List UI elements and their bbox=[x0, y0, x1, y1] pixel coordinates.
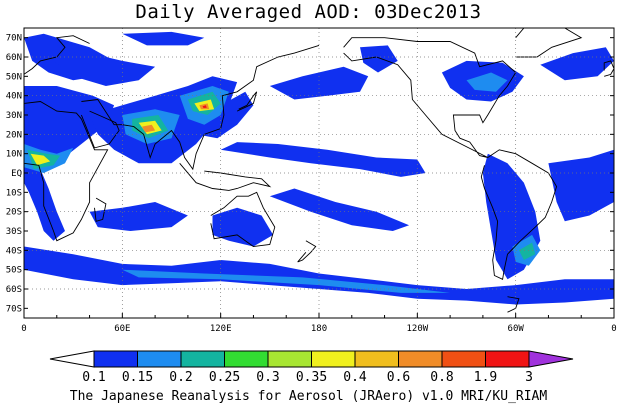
legend-swatch bbox=[354, 350, 399, 368]
aod-map: 0 60E 120E 180 120W 60W 0 70N 60N 50N 40N 30N 20N 10… bbox=[6, 27, 617, 334]
y-tick-label: 50N bbox=[6, 72, 22, 82]
aod-region-indian-ocean bbox=[89, 202, 188, 231]
legend-level-label: 0.6 bbox=[387, 370, 410, 385]
coastline-africa bbox=[24, 101, 109, 242]
legend-level-label: 1.9 bbox=[474, 370, 497, 385]
x-tick-label: 60W bbox=[508, 324, 525, 334]
y-tick-label: 70N bbox=[6, 34, 22, 44]
y-tick-label: 30N bbox=[6, 111, 22, 121]
legend-level-label: 0.4 bbox=[343, 370, 367, 385]
legend-swatch-high bbox=[528, 350, 574, 368]
coastline-indonesia bbox=[179, 163, 272, 191]
legend-level-label: 0.2 bbox=[169, 370, 192, 385]
y-tick-label: 60S bbox=[6, 285, 22, 295]
x-axis-ticks: 0 60E 120E 180 120W 60W 0 bbox=[21, 313, 617, 334]
x-tick-label: 0 bbox=[21, 324, 26, 334]
y-axis-ticks: 70N 60N 50N 40N 30N 20N 10N EQ 10S 20S 30S 40S 50S 60… bbox=[6, 34, 614, 314]
coastline-antarctic-pen bbox=[507, 296, 520, 313]
y-tick-label: 40S bbox=[6, 246, 22, 256]
legend-swatch bbox=[311, 350, 356, 368]
y-tick-label: 20S bbox=[6, 208, 22, 218]
legend-swatch-low bbox=[49, 350, 95, 368]
coastline-uk bbox=[603, 60, 614, 77]
legend-level-label: 0.25 bbox=[209, 370, 240, 385]
legend-level-label: 3 bbox=[525, 370, 533, 385]
aod-region-north-africa bbox=[24, 86, 115, 173]
legend-swatch bbox=[137, 350, 182, 368]
gridlines bbox=[24, 28, 614, 318]
legend-level-label: 0.35 bbox=[296, 370, 327, 385]
legend-swatch bbox=[398, 350, 443, 368]
legend-level-label: 0.1 bbox=[82, 370, 105, 385]
y-tick-label: 40N bbox=[6, 92, 22, 102]
color-legend: 0.1 0.15 0.2 0.25 0.3 0.35 0.4 0.6 0.8 1.9 3 bbox=[49, 350, 574, 385]
y-tick-label: 50S bbox=[6, 266, 22, 276]
page-title: Daily Averaged AOD: 03Dec2013 bbox=[135, 1, 482, 23]
y-tick-label: EQ bbox=[11, 169, 22, 179]
aod-region-arctic-russia bbox=[122, 31, 205, 46]
coastline-north-america bbox=[343, 37, 517, 158]
coastline-japan bbox=[236, 91, 258, 112]
aod-region-southern-inner bbox=[122, 269, 451, 293]
aod-region-n-atlantic-east bbox=[540, 47, 614, 81]
x-tick-label: 0 bbox=[611, 324, 616, 334]
legend-swatch bbox=[485, 350, 530, 368]
aod-region-sc-atlantic bbox=[548, 149, 614, 222]
y-tick-label: 30S bbox=[6, 227, 22, 237]
legend-level-label: 0.8 bbox=[430, 370, 453, 385]
x-tick-label: 180 bbox=[311, 324, 327, 334]
aod-region-alaska bbox=[360, 45, 398, 73]
coastline-asia bbox=[81, 44, 320, 171]
legend-level-label: 0.15 bbox=[122, 370, 153, 385]
aod-region-n-europe bbox=[48, 51, 156, 86]
x-tick-label: 120E bbox=[210, 324, 232, 334]
x-tick-label: 60E bbox=[114, 324, 130, 334]
y-tick-label: 70S bbox=[6, 304, 22, 314]
legend-swatch bbox=[224, 350, 269, 368]
aod-region-africa-yellow bbox=[30, 153, 51, 166]
coastline-madagascar bbox=[94, 197, 107, 222]
y-tick-label: 10N bbox=[6, 150, 22, 160]
aod-region-china-red bbox=[202, 105, 207, 108]
legend-swatch bbox=[93, 350, 138, 368]
aod-region-tropical-pacific bbox=[220, 142, 426, 177]
y-tick-label: 10S bbox=[6, 188, 22, 198]
aod-region-africa-w-coast bbox=[24, 157, 65, 241]
legend-level-label: 0.3 bbox=[256, 370, 279, 385]
y-tick-label: 60N bbox=[6, 53, 22, 63]
footer-credit: The Japanese Reanalysis for Aerosol (JRA… bbox=[69, 389, 548, 404]
legend-swatch bbox=[441, 350, 486, 368]
x-tick-label: 120W bbox=[406, 324, 428, 334]
coastline-arabia bbox=[80, 110, 120, 149]
coastline-nz bbox=[297, 240, 317, 263]
aod-region-southern-band bbox=[24, 246, 614, 305]
legend-swatch bbox=[180, 350, 225, 368]
aod-region-n-america-inner bbox=[466, 72, 508, 92]
aod-region-india-orange bbox=[142, 124, 156, 133]
aod-region-pacific-nw-stream bbox=[269, 66, 369, 100]
coastline-south-america bbox=[480, 149, 558, 280]
legend-swatch bbox=[267, 350, 312, 368]
y-tick-label: 20N bbox=[6, 130, 22, 140]
aod-region-sam-green bbox=[518, 242, 536, 260]
coastline-australia bbox=[210, 191, 276, 247]
aod-region-sw-pacific bbox=[269, 188, 410, 231]
